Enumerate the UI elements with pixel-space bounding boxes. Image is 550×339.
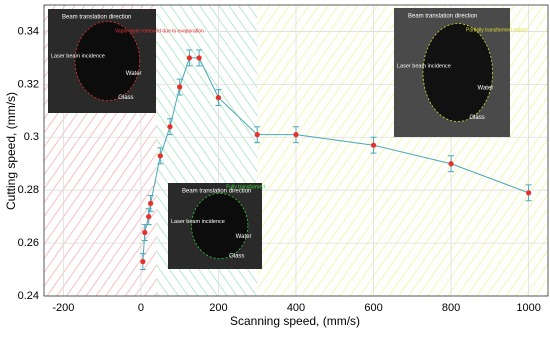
data-point <box>370 142 377 148</box>
data-point <box>526 190 532 196</box>
x-tick-label: 800 <box>442 302 460 314</box>
x-tick-label: 600 <box>364 302 382 314</box>
data-point <box>157 153 163 159</box>
inset-water: Water <box>236 234 252 240</box>
data-point <box>177 84 183 90</box>
x-tick-label: 1000 <box>516 302 540 314</box>
y-tick-label: 0.3 <box>24 131 39 143</box>
inset-note: Partially transformed region <box>466 27 527 33</box>
data-point <box>215 94 222 101</box>
data-point <box>196 55 202 61</box>
data-point <box>142 229 148 236</box>
data-point <box>140 259 146 265</box>
x-tick-label: 0 <box>138 302 144 314</box>
y-tick-label: 0.34 <box>18 25 39 37</box>
x-tick-label: 400 <box>287 302 305 314</box>
inset-water: Water <box>478 86 494 92</box>
inset-direction: Beam translation direction <box>182 189 251 195</box>
inset-glass: Glass <box>469 115 484 121</box>
y-tick-label: 0.28 <box>18 184 39 196</box>
y-tick-label: 0.24 <box>18 290 39 302</box>
inset-direction: Beam translation direction <box>62 15 131 21</box>
inset-beam: Laser beam incidence <box>397 64 451 70</box>
inset-note: Fully transformed <box>226 184 265 190</box>
x-axis-label: Scanning speed, (mm/s) <box>230 314 360 328</box>
data-point <box>186 55 192 61</box>
inset-glass: Glass <box>229 254 244 260</box>
data-point <box>148 200 154 207</box>
inset-water: Water <box>126 71 142 77</box>
inset-note: Vapor layer removed due to evaporation <box>115 28 204 34</box>
data-point <box>146 214 152 220</box>
x-tick-label: 200 <box>209 302 227 314</box>
plot-frame <box>43 4 549 297</box>
inset-outline <box>422 23 493 122</box>
y-axis-label: Cutting speed, (mm/s) <box>4 92 18 210</box>
inset-beam: Laser beam incidence <box>171 219 225 225</box>
data-point <box>167 124 173 130</box>
y-tick-label: 0.26 <box>18 237 39 249</box>
data-point <box>448 161 454 167</box>
inset-direction: Beam translation direction <box>408 14 477 20</box>
y-tick-label: 0.32 <box>18 78 39 90</box>
data-point <box>254 132 260 138</box>
inset-outline <box>191 192 249 260</box>
data-point <box>293 132 299 138</box>
inset-outline <box>74 21 141 101</box>
inset-beam: Laser beam incidence <box>51 53 105 59</box>
x-tick-label: -200 <box>52 302 74 314</box>
inset-glass: Glass <box>118 95 133 101</box>
